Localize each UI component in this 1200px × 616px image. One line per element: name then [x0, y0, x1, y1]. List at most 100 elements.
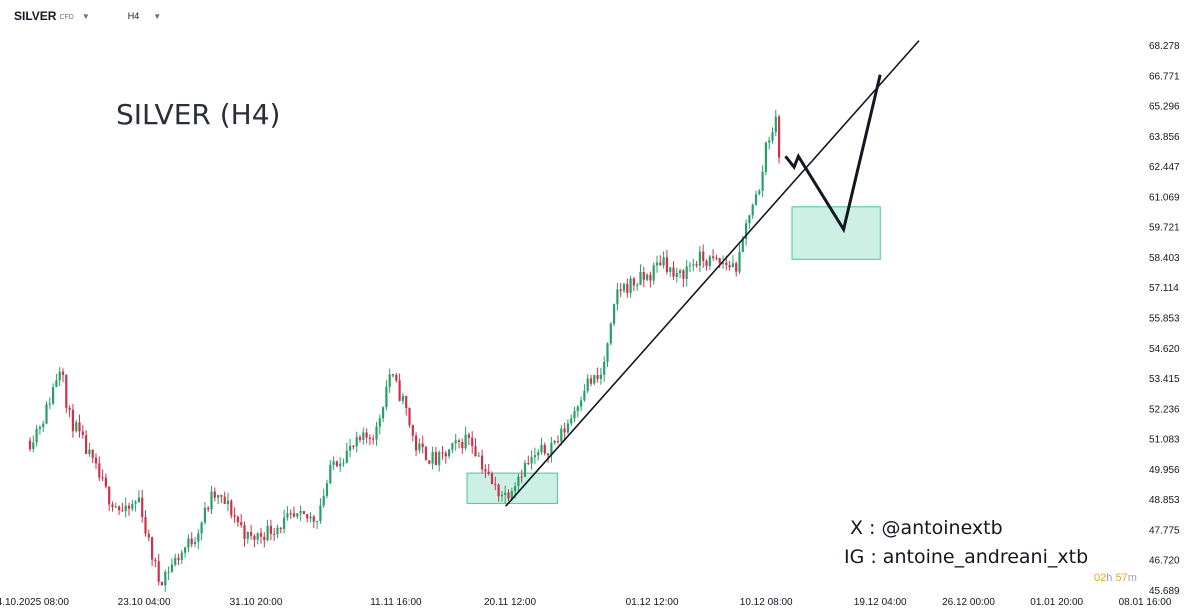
symbol-suffix: CFD: [59, 14, 74, 21]
candle-up: [431, 452, 434, 464]
x-tick-label: 23.10 04:00: [118, 597, 171, 608]
candle-down: [127, 505, 131, 509]
candle-up: [451, 443, 454, 450]
candle-up: [342, 462, 345, 464]
candle-down: [144, 517, 147, 534]
candle-up: [636, 284, 639, 286]
candle-up: [88, 449, 91, 454]
candle-down: [71, 409, 74, 432]
candle-up: [504, 492, 507, 495]
candle-up: [721, 262, 725, 264]
candle-up: [226, 500, 230, 504]
countdown-minutes: 57: [1115, 572, 1128, 584]
social-handle-ig: IG : antoine_andreani_xtb: [844, 546, 1089, 568]
candle-down: [372, 438, 375, 440]
candle-up: [448, 449, 451, 457]
candle-up: [580, 400, 583, 407]
candle-down: [358, 437, 362, 440]
candle-down: [306, 514, 309, 519]
candle-down: [151, 537, 154, 560]
candle-down: [68, 407, 71, 410]
x-tick-label: 14.10.2025 08:00: [0, 597, 69, 608]
candle-down: [398, 380, 401, 401]
candle-up: [325, 483, 329, 496]
candle-down: [428, 460, 431, 464]
candle-up: [748, 215, 751, 224]
candle-down: [705, 261, 708, 267]
candle-up: [184, 547, 187, 553]
x-tick-label: 31.10 20:00: [230, 597, 283, 608]
candle-down: [236, 516, 239, 523]
candle-down: [665, 257, 668, 272]
candle-up: [771, 132, 774, 141]
candle-down: [457, 440, 461, 442]
candle-down: [659, 262, 662, 266]
candle-up: [45, 404, 48, 424]
candle-up: [573, 411, 576, 419]
candle-up: [167, 571, 170, 573]
candle-up: [514, 486, 517, 491]
countdown-hours: 02: [1094, 572, 1107, 584]
y-tick-label: 48.853: [1149, 495, 1180, 506]
candle-up: [438, 452, 441, 466]
candle-down: [104, 477, 107, 487]
candle-up: [764, 142, 767, 172]
candle-up: [758, 190, 761, 195]
trendline[interactable]: [505, 40, 920, 507]
candle-down: [461, 442, 464, 449]
candle-down: [28, 440, 32, 449]
caret-down-icon[interactable]: ▼: [153, 11, 162, 21]
candle-up: [510, 491, 513, 499]
x-tick-label: 20.11 12:00: [484, 597, 537, 608]
countdown-minutes-unit: m: [1127, 572, 1137, 584]
candle-down: [240, 522, 243, 526]
caret-down-icon[interactable]: ▼: [81, 11, 90, 21]
candle-down: [543, 445, 546, 454]
candle-down: [702, 251, 705, 261]
candle-up: [745, 223, 748, 239]
candle-up: [329, 464, 332, 484]
candle-down: [642, 272, 645, 280]
candle-up: [583, 390, 586, 401]
candle-down: [61, 371, 65, 375]
candle-down: [626, 283, 629, 293]
candle-down: [556, 441, 560, 442]
x-tick-label: 26.12 00:00: [942, 597, 995, 608]
candle-down: [65, 374, 68, 408]
candle-down: [481, 455, 484, 470]
candle-down: [441, 452, 444, 454]
candle-down: [474, 446, 477, 456]
y-tick-label: 57.114: [1149, 283, 1179, 294]
candle-up: [586, 378, 589, 391]
candle-up: [362, 432, 365, 440]
candle-down: [682, 270, 685, 279]
candle-up: [339, 463, 342, 467]
x-tick-label: 19.12 04:00: [854, 597, 907, 608]
candle-up: [616, 289, 619, 305]
candle-up: [401, 395, 404, 401]
countdown-hours-unit: h: [1106, 572, 1113, 584]
candle-down: [728, 265, 731, 268]
candle-down: [190, 538, 193, 545]
symbol-name[interactable]: SILVER: [14, 9, 57, 23]
candle-down: [421, 443, 424, 448]
candle-up: [124, 505, 127, 512]
candle-up: [533, 455, 536, 458]
candle-down: [778, 116, 781, 158]
candle-up: [309, 516, 312, 519]
y-tick-label: 59.721: [1149, 223, 1180, 234]
candle-down: [408, 408, 411, 426]
y-tick-label: 49.956: [1149, 465, 1180, 476]
chart-title: SILVER (H4): [116, 98, 281, 131]
candle-up: [276, 527, 279, 534]
candle-up: [655, 262, 659, 266]
candle-up: [570, 418, 573, 424]
candle-down: [471, 437, 474, 447]
candle-up: [768, 140, 771, 143]
candle-up: [131, 503, 134, 509]
candle-down: [111, 504, 114, 508]
candle-up: [692, 264, 695, 266]
projection-path[interactable]: [784, 74, 882, 234]
timeframe-selector[interactable]: H4: [127, 11, 140, 21]
